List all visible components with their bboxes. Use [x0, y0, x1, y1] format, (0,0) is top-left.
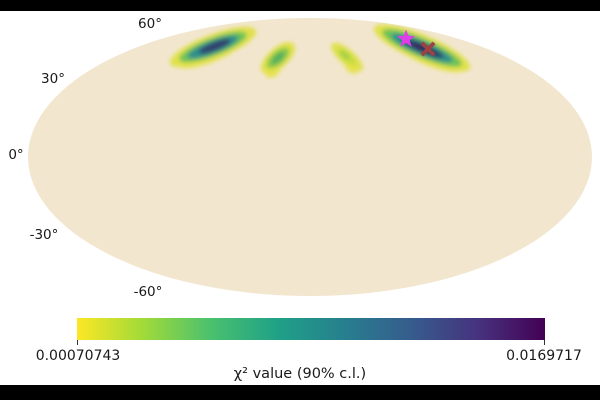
lat-label-0: 0° — [8, 147, 24, 163]
colorbar-title: χ² value (90% c.l.) — [233, 366, 367, 382]
colorbar-gradient — [77, 318, 545, 340]
lat-label-30: 30° — [41, 71, 65, 87]
colorbar-max-tick — [544, 340, 545, 345]
lat-label-60: 60° — [138, 16, 162, 32]
star-marker-shape — [396, 29, 416, 47]
bottom-letterbox-bar — [0, 385, 600, 400]
colorbar-max-label: 0.0169717 — [506, 348, 582, 364]
top-letterbox-bar — [0, 0, 600, 11]
plot-canvas: 60° 30° 0° -30° -60° 0.00070743 0.016971… — [0, 11, 600, 385]
x-marker-shape — [420, 41, 436, 57]
lat-label-minus-30: -30° — [29, 227, 59, 243]
colorbar-min-label: 0.00070743 — [35, 348, 121, 364]
sky-map-svg — [28, 18, 592, 296]
star-marker — [396, 29, 416, 47]
x-marker — [420, 41, 436, 57]
colorbar-min-tick — [77, 340, 78, 345]
hotspot-1 — [169, 26, 257, 69]
lat-label-minus-60: -60° — [133, 284, 163, 300]
mollweide-ellipse — [28, 18, 592, 296]
hotspot-3 — [331, 42, 363, 74]
hotspot-2 — [261, 42, 295, 78]
